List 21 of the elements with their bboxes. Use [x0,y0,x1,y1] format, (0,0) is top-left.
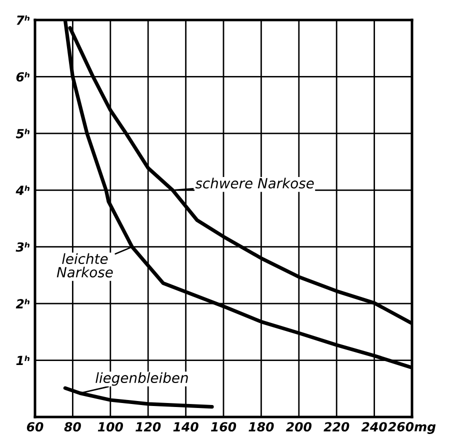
x-tick-label: 80 [64,422,81,432]
x-tick-label: 140 [173,422,198,432]
y-tick-label: 6ʰ [16,72,30,82]
y-tick-label: 2ʰ [16,298,30,308]
x-tick-label: 60 [26,422,44,432]
x-tick-label: 200 [286,422,312,432]
y-tick-label: 5ʰ [16,128,30,138]
y-tick-label: 4ʰ [16,186,30,195]
x-tick-label: 100 [98,422,123,432]
x-tick-label: 120 [136,422,161,432]
series-label: liegenbleiben [96,372,188,386]
series-label: leichte Narkose [56,253,113,278]
y-tick-label: 3ʰ [16,242,30,252]
x-tick-label: 180 [248,422,274,432]
x-tick-label: 260mg [388,422,436,434]
x-tick-label: 160 [210,422,236,432]
legend-label: schwere Narkose [195,178,314,188]
y-tick-label: 1ʰ [16,356,30,366]
y-tick-label: 7ʰ [16,15,30,25]
x-tick-label: 240 [361,422,387,432]
x-tick-label: 220 [324,422,350,432]
